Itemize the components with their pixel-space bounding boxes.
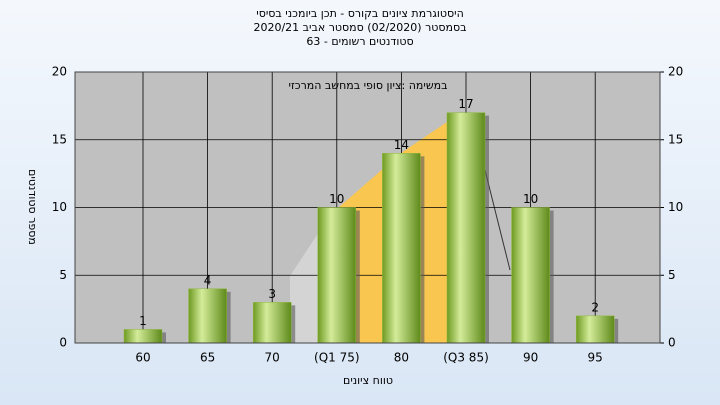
subtitle: בסמסטר (02/2020) סמסטר אביב 2020/21 xyxy=(253,21,466,34)
bar xyxy=(317,207,357,344)
bar xyxy=(188,288,227,344)
bar xyxy=(123,329,163,344)
bar xyxy=(446,112,486,344)
value-label: 17 xyxy=(458,97,473,111)
y-tick-label: 5 xyxy=(59,268,67,282)
y-tick-label: 20 xyxy=(52,65,67,79)
annotation: במשימה :ציון סופי במחשב המרכזי xyxy=(288,79,447,92)
chart-title: היסטוגרמת ציונים בקורס - תכן ביומכני בסי… xyxy=(256,7,464,20)
plot-border xyxy=(74,71,661,344)
decor-line xyxy=(484,169,511,271)
x-tick-label: 95 xyxy=(588,351,603,365)
y-tick-label: 15 xyxy=(52,132,67,146)
subtitle: סטודנטים רשומים - 63 xyxy=(306,35,413,48)
bar xyxy=(252,302,292,344)
x-tick-label: (Q3 85) xyxy=(443,351,489,365)
y-tick-label: 10 xyxy=(52,200,67,214)
bar xyxy=(575,315,615,344)
value-label: 1 xyxy=(139,314,147,328)
y2-tick-label: 0 xyxy=(668,336,676,350)
value-label: 14 xyxy=(394,138,409,152)
x-tick-label: 80 xyxy=(394,351,409,365)
y2-tick-label: 5 xyxy=(668,268,676,282)
x-tick-label: 90 xyxy=(523,351,538,365)
y-tick-label: 0 xyxy=(59,336,67,350)
x-tick-label: 65 xyxy=(200,351,215,365)
value-label: 10 xyxy=(523,192,538,206)
y2-tick-label: 20 xyxy=(668,65,683,79)
y2-tick-label: 10 xyxy=(668,200,683,214)
y-axis-label: מספר סטודנטים xyxy=(26,169,39,245)
x-tick-label: 70 xyxy=(265,351,280,365)
x-tick-label: 60 xyxy=(135,351,150,365)
value-label: 4 xyxy=(204,273,212,287)
y2-tick-label: 15 xyxy=(668,132,683,146)
x-tick-label: (Q1 75) xyxy=(314,351,360,365)
value-label: 3 xyxy=(268,287,276,301)
bar xyxy=(382,153,421,344)
value-label: 2 xyxy=(591,300,599,314)
value-label: 10 xyxy=(329,192,344,206)
bar xyxy=(511,207,550,344)
x-axis-label: טווח ציונים xyxy=(343,374,393,387)
